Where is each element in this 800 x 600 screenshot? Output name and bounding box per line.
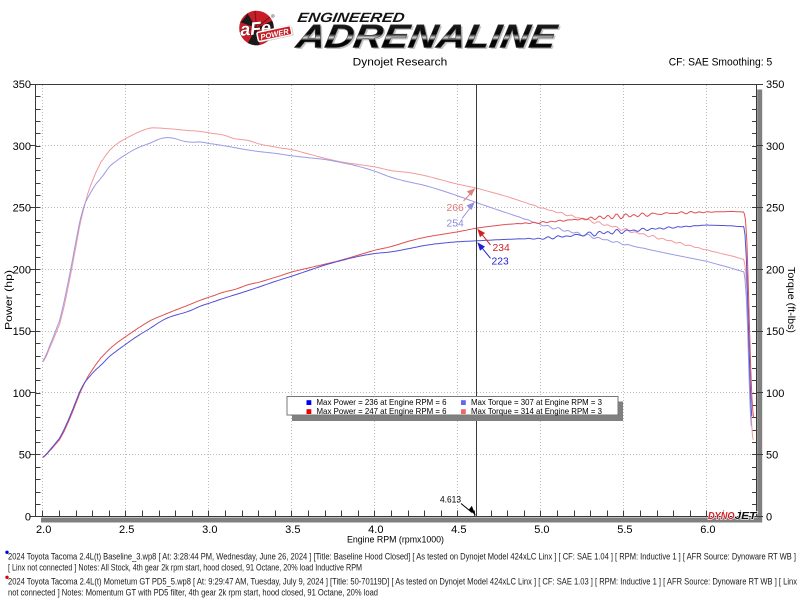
svg-text:JET: JET bbox=[735, 511, 758, 522]
svg-text:Engine RPM (rpmx1000): Engine RPM (rpmx1000) bbox=[347, 535, 444, 546]
svg-text:350: 350 bbox=[13, 79, 31, 91]
svg-text:250: 250 bbox=[766, 203, 784, 215]
svg-text:223: 223 bbox=[492, 257, 509, 268]
svg-text:Max Power = 236 at Engine RPM: Max Power = 236 at Engine RPM = 6 bbox=[317, 397, 447, 407]
svg-text:[ Linx not connected ] Notes:: [ Linx not connected ] Notes: All Stock,… bbox=[8, 563, 362, 573]
svg-text:234: 234 bbox=[493, 243, 510, 254]
svg-text:2.5: 2.5 bbox=[119, 524, 134, 536]
svg-text:50: 50 bbox=[19, 450, 31, 462]
svg-text:Max Power = 247 at Engine RPM: Max Power = 247 at Engine RPM = 6 bbox=[317, 406, 447, 416]
svg-text:200: 200 bbox=[13, 264, 31, 276]
svg-text:Torque (ft-lbs): Torque (ft-lbs) bbox=[785, 267, 796, 333]
svg-text:Max Torque = 307 at Engine RPM: Max Torque = 307 at Engine RPM = 3 bbox=[471, 397, 602, 407]
svg-text:3.0: 3.0 bbox=[202, 524, 217, 536]
svg-text:2024 Toyota Tacoma 2.4L(t) Mom: 2024 Toyota Tacoma 2.4L(t) Mometum GT PD… bbox=[8, 577, 797, 587]
svg-text:2024 Toyota Tacoma 2.4L(t) Bas: 2024 Toyota Tacoma 2.4L(t) Baseline_3.wp… bbox=[8, 552, 796, 562]
svg-text:CF: SAE Smoothing: 5: CF: SAE Smoothing: 5 bbox=[669, 56, 773, 68]
svg-text:2.0: 2.0 bbox=[36, 524, 51, 536]
svg-text:100: 100 bbox=[13, 388, 31, 400]
svg-text:254: 254 bbox=[447, 219, 464, 230]
svg-text:266: 266 bbox=[447, 203, 464, 214]
svg-text:5.5: 5.5 bbox=[617, 524, 632, 536]
svg-text:150: 150 bbox=[766, 326, 784, 338]
svg-text:3.5: 3.5 bbox=[285, 524, 300, 536]
svg-text:5.0: 5.0 bbox=[534, 524, 549, 536]
svg-text:4.0: 4.0 bbox=[368, 524, 383, 536]
svg-text:Power (hp): Power (hp) bbox=[4, 270, 15, 330]
svg-text:300: 300 bbox=[13, 141, 31, 153]
svg-text:300: 300 bbox=[766, 141, 784, 153]
svg-text:ADRENALINE: ADRENALINE bbox=[293, 19, 561, 56]
svg-text:not connected ] Notes: Moment: not connected ] Notes: Momentum GT with … bbox=[8, 588, 378, 598]
svg-text:100: 100 bbox=[766, 388, 784, 400]
svg-text:4.613: 4.613 bbox=[440, 494, 461, 504]
svg-text:0: 0 bbox=[25, 511, 31, 523]
svg-text:50: 50 bbox=[766, 450, 778, 462]
svg-text:DYNO: DYNO bbox=[708, 511, 735, 522]
svg-text:6.0: 6.0 bbox=[700, 524, 715, 536]
svg-text:250: 250 bbox=[13, 203, 31, 215]
svg-text:200: 200 bbox=[766, 264, 784, 276]
svg-text:R: R bbox=[272, 14, 275, 18]
svg-text:ADRENALINE: ADRENALINE bbox=[294, 20, 562, 57]
svg-text:0: 0 bbox=[766, 511, 772, 523]
svg-text:Max Torque = 314 at Engine RPM: Max Torque = 314 at Engine RPM = 3 bbox=[471, 406, 602, 416]
svg-text:150: 150 bbox=[13, 326, 31, 338]
svg-text:350: 350 bbox=[766, 79, 784, 91]
svg-text:ENGINEERED: ENGINEERED bbox=[296, 10, 406, 25]
svg-text:Dynojet Research: Dynojet Research bbox=[353, 56, 448, 68]
svg-text:4.5: 4.5 bbox=[451, 524, 466, 536]
